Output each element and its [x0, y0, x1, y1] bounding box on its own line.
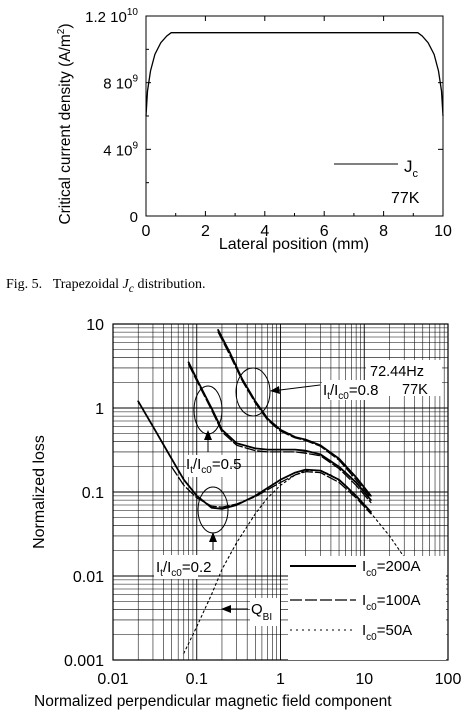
bottom-temperature-label: 77K: [402, 382, 428, 398]
legend-label-200a: Ic0=200A: [362, 558, 421, 579]
ratio-05-arrowhead: [204, 430, 212, 440]
loss-series-it-ic0-0-8-solid: [217, 329, 372, 497]
legend-label-100a: Ic0=100A: [362, 592, 421, 613]
bottom-y-tick-label: 10: [86, 317, 104, 334]
ratio-08-label: It/Ic0=0.8: [323, 382, 378, 402]
bottom-y-tick-label: 0.01: [73, 569, 104, 586]
top-y-tick-label: 4 109: [103, 140, 138, 159]
ratio-02-ellipse: [197, 486, 229, 534]
figure-caption: Fig. 5. Trapezoidal Jc distribution.: [6, 277, 206, 295]
top-x-tick-label: 6: [320, 223, 329, 240]
jc-distribution-chart: 0 2 4 6 8 10 0 4 109 8 109 1.2 1010 Jc 77K Later…: [56, 7, 452, 253]
loss-series-it-ic0-0-8-dashed: [217, 331, 372, 499]
ratio-08-ellipse: [235, 367, 271, 417]
top-y-tick-label: 1.2 1010: [85, 7, 138, 26]
bottom-x-tick-label: 100: [435, 671, 462, 688]
loss-series-it-ic0-0-5-solid: [187, 361, 372, 501]
caption-text: Trapezoidal: [52, 277, 120, 292]
bottom-y-tick-label: 0.001: [64, 653, 104, 670]
caption-symbol-sub: c: [128, 281, 134, 295]
loss-series-qbi-dotted: [183, 470, 424, 654]
caption-text-end: distribution.: [137, 277, 206, 292]
top-x-tick-label: 2: [201, 223, 210, 240]
top-x-tick-label: 4: [260, 223, 269, 240]
top-x-tick-label: 8: [379, 223, 388, 240]
bottom-x-axis-label: Normalized perpendicular magnetic field …: [34, 693, 392, 710]
bottom-x-tick-label: 1: [276, 671, 285, 688]
top-plot-frame: [145, 15, 444, 217]
loss-series-it-ic0-0-5-dashed: [187, 363, 372, 504]
bottom-plot-frame: [112, 323, 449, 661]
bottom-x-tick-label: 10: [355, 671, 373, 688]
bottom-y-tick-label: 0.1: [82, 485, 104, 502]
top-y-tick-label: 8 109: [103, 74, 138, 93]
top-temperature-label: 77K: [391, 190, 420, 207]
jc-legend-label: Jc: [404, 157, 419, 180]
top-y-axis-label: Critical current density (A/m2): [56, 23, 74, 224]
caption-symbol: J: [122, 277, 129, 292]
caption-fig-label: Fig. 5.: [6, 277, 43, 292]
jc-series-line: [145, 32, 444, 117]
qbi-label: QBI: [251, 601, 272, 623]
ratio-02-arrowhead: [209, 532, 217, 542]
ratio-05-label: It/Ic0=0.5: [186, 456, 241, 476]
ratio-08-arrowhead: [270, 386, 280, 394]
legend-label-50a: Ic0=50A: [362, 622, 412, 643]
bottom-x-tick-label: 0.1: [186, 671, 208, 688]
qbi-arrowhead: [221, 605, 231, 613]
bottom-y-axis-label: Normalized loss: [31, 435, 48, 549]
top-x-axis-label: Lateral position (mm): [219, 236, 369, 253]
top-x-tick-label: 10: [434, 223, 452, 240]
top-x-tick-label: 0: [142, 223, 151, 240]
bottom-x-tick-label: 0.01: [97, 671, 128, 688]
ratio-02-label: It/Ic0=0.2: [156, 559, 211, 579]
bottom-y-tick-label: 1: [95, 401, 104, 418]
ratio-08-arrow: [271, 384, 321, 392]
top-y-tick-label: 0: [130, 209, 138, 226]
bottom-legend: Ic0=200A Ic0=100A Ic0=50A: [288, 556, 446, 660]
frequency-label: 72.44Hz: [370, 364, 424, 380]
